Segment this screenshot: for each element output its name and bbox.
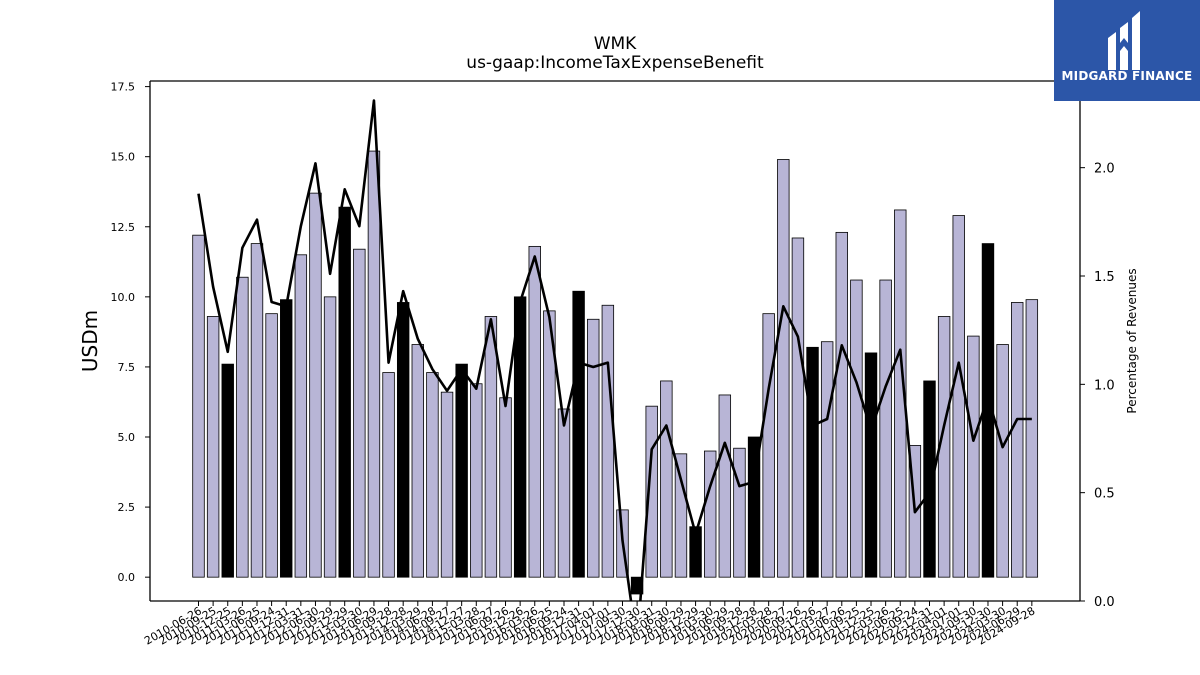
bar-2015-09-26: [499, 397, 512, 578]
bar-2013-06-29: [367, 150, 381, 578]
bar-2018-03-31: [645, 405, 658, 578]
bar-2010-09-25: [206, 316, 220, 578]
bar-2010-12-25: [221, 363, 234, 578]
bar-2019-12-28: [747, 436, 761, 578]
bar-2018-12-29: [689, 526, 702, 578]
bar-2012-03-31: [294, 254, 308, 578]
y2-tick-label: 1.5: [1094, 270, 1115, 285]
bar-2023-07-01: [952, 215, 965, 578]
bar-2021-06-26: [835, 231, 848, 578]
bar-2011-03-26: [236, 276, 249, 578]
bar-2023-09-30: [967, 335, 980, 578]
bar-2011-09-24: [265, 313, 278, 578]
bar-2024-03-30: [996, 344, 1009, 578]
bar-2021-09-25: [850, 279, 863, 578]
bar-2019-09-28: [733, 447, 746, 578]
bar-2013-12-28: [396, 302, 410, 578]
bar-2017-04-01: [587, 318, 600, 578]
brand-name: MIDGARD FINANCE: [1061, 69, 1193, 83]
bar-2021-03-27: [820, 341, 834, 578]
bar-2014-12-27: [455, 363, 468, 578]
bar-2016-06-25: [543, 310, 556, 578]
bar-2011-12-31: [280, 299, 293, 578]
chart-title: WMK: [594, 34, 637, 54]
bar-2018-09-29: [674, 453, 688, 578]
bar-2020-09-26: [791, 237, 805, 578]
bar-2015-03-28: [470, 383, 483, 578]
bar-2010-06-26: [192, 234, 205, 578]
y2-tick-label: 1.0: [1094, 378, 1115, 393]
y2-tick-label: 0.5: [1094, 487, 1115, 502]
bar-2020-06-27: [777, 159, 790, 578]
bar-2024-09-28: [1025, 299, 1039, 578]
bar-2014-09-27: [440, 391, 454, 578]
bar-2022-06-25: [894, 209, 907, 578]
bar-2016-03-26: [528, 245, 541, 578]
bar-2019-03-30: [704, 450, 717, 578]
bar-2012-06-30: [309, 192, 322, 578]
y-tick-label: 12.5: [111, 221, 136, 234]
bar-2024-06-29: [1011, 302, 1024, 578]
percentage-line: [197, 99, 1032, 601]
y-tick-label: 0.0: [118, 571, 136, 584]
y2-tick-label: 0.0: [1094, 595, 1115, 610]
bar-2020-03-28: [762, 313, 775, 578]
y-tick-label: 10.0: [111, 291, 136, 304]
bar-2011-06-25: [250, 243, 264, 578]
bar-2022-12-31: [923, 380, 936, 578]
y-axis-label: USDm: [78, 310, 102, 372]
bar-2013-09-28: [382, 372, 395, 578]
bar-2015-06-27: [484, 316, 498, 578]
bar-2017-07-01: [601, 304, 615, 578]
y2-tick-label: 2.0: [1094, 162, 1115, 177]
bar-2013-03-30: [353, 248, 366, 578]
chart-subtitle: us-gaap:IncomeTaxExpenseBenefit: [466, 53, 764, 73]
y-tick-label: 17.5: [111, 81, 136, 94]
y-tick-label: 7.5: [118, 361, 136, 374]
y-tick-label: 2.5: [118, 501, 136, 514]
bar-2018-06-30: [660, 380, 673, 578]
midgard-finance-logo: MIDGARD FINANCE: [1054, 0, 1200, 101]
y2-axis-label: Percentage of Revenues: [1125, 268, 1139, 413]
bar-2020-12-26: [806, 346, 819, 578]
midgard-logo-icon: [1108, 11, 1140, 70]
bar-2012-12-29: [338, 206, 351, 578]
bar-2012-09-29: [323, 296, 337, 578]
bar-2019-06-29: [718, 394, 732, 578]
bar-2021-12-25: [864, 352, 878, 578]
bar-2016-09-24: [557, 408, 571, 578]
y-tick-label: 15.0: [111, 151, 136, 164]
bar-2015-12-26: [513, 296, 527, 578]
bar-2014-03-29: [411, 344, 425, 578]
bar-2023-12-30: [981, 243, 995, 578]
bar-2022-03-26: [879, 279, 892, 578]
bar-2014-06-28: [426, 372, 439, 578]
bar-2017-12-30: [630, 576, 644, 595]
y-tick-label: 5.0: [118, 431, 136, 444]
bar-2016-12-31: [572, 290, 585, 578]
